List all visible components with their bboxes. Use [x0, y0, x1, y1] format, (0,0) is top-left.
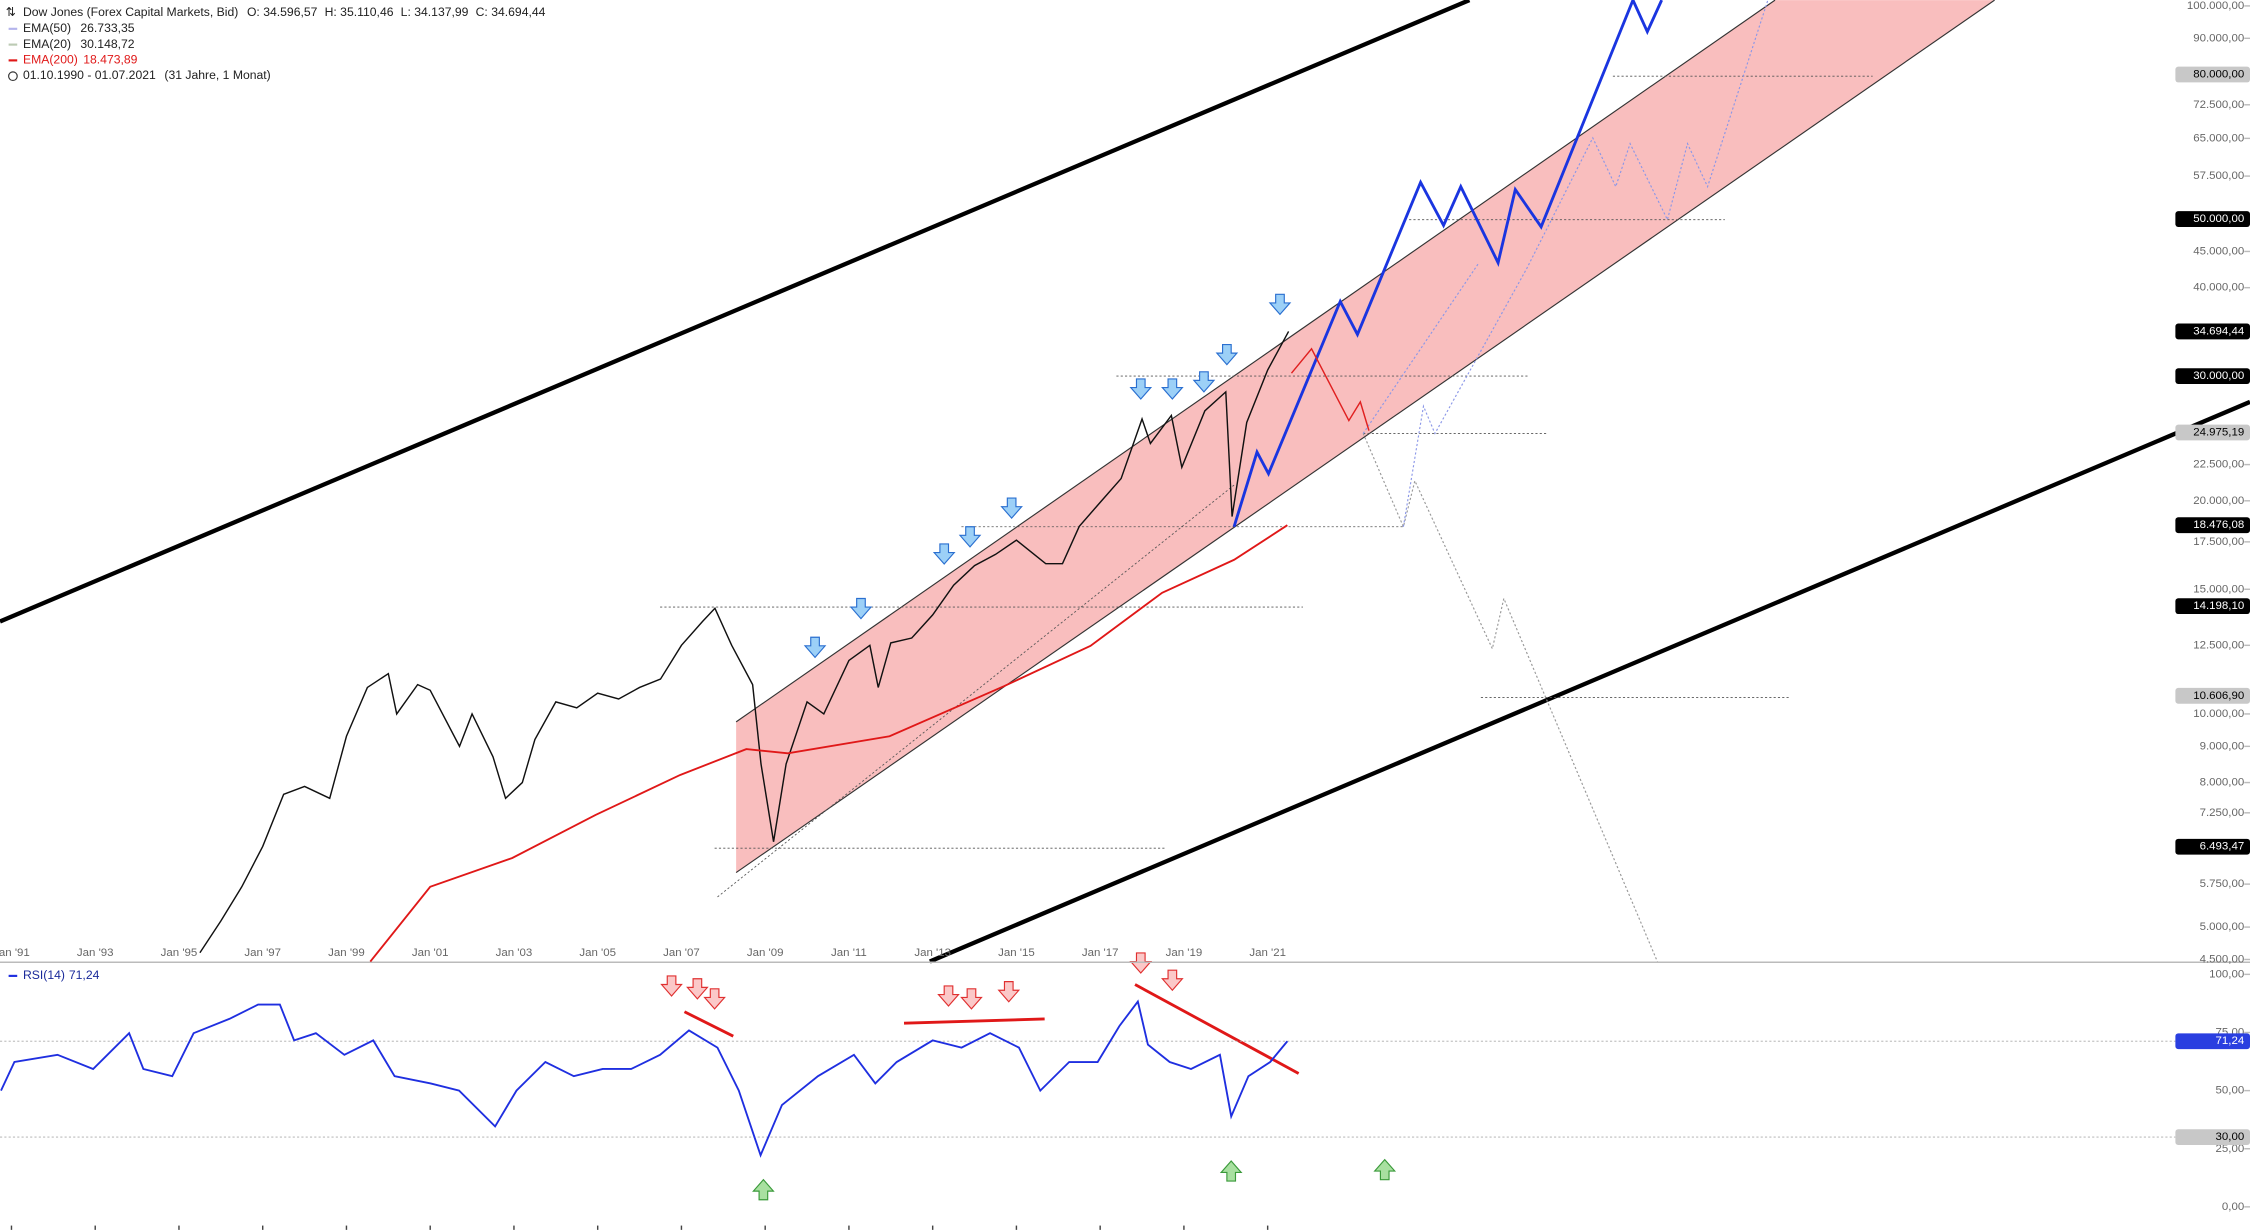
x-tick-label: Jan '13: [914, 947, 951, 959]
header-low: L: 34.137,99: [401, 5, 469, 19]
x-tick-label: Jan '95: [161, 947, 198, 959]
projection-line: [1232, 0, 1663, 528]
level-box: [2175, 1033, 2250, 1050]
header-open: O: 34.596,57: [247, 5, 318, 19]
level-label: 50.000,00: [2193, 213, 2244, 225]
y-tick-label: 90.000,00: [2193, 32, 2244, 44]
level-box: [2175, 517, 2250, 534]
header-period: 01.10.1990 - 01.07.2021: [23, 68, 156, 82]
y-tick-label: 4.500,00: [2200, 954, 2245, 966]
header-period-line: 01.10.1990 - 01.07.2021 (31 Jahre, 1 Mona…: [23, 68, 271, 82]
annotations: [0, 0, 2250, 1201]
projection-line: [1290, 347, 1370, 431]
y-tick-label: 12.500,00: [2193, 639, 2244, 651]
x-tick-label: Jan '93: [77, 947, 114, 959]
series-line: [369, 524, 1288, 963]
legend-name: EMA(50): [23, 21, 71, 35]
x-tick-label: Jan '17: [1082, 947, 1119, 959]
y-tick-label: 45.000,00: [2193, 245, 2244, 257]
y-tick-label: 17.500,00: [2193, 536, 2244, 548]
legend-value: 30.148,72: [80, 37, 134, 51]
x-tick-label: Jan '09: [747, 947, 784, 959]
y-tick-label: 15.000,00: [2193, 583, 2244, 595]
x-tick-label: Jan '01: [412, 947, 449, 959]
x-tick-label: Jan '19: [1166, 947, 1203, 959]
y-tick-label: 100,00: [2209, 968, 2244, 980]
rsi-trend-lines: [683, 983, 1300, 1075]
level-label: 10.606,90: [2193, 690, 2244, 702]
series-line: [0, 999, 1289, 1158]
y-tick-label: 40.000,00: [2193, 282, 2244, 294]
x-tick-label: Jan '07: [663, 947, 700, 959]
level-box: [2175, 323, 2250, 340]
header-line: Dow Jones (Forex Capital Markets, Bid) O:…: [23, 5, 546, 19]
header-high: H: 35.110,46: [325, 5, 394, 19]
level-label: 30.000,00: [2193, 370, 2244, 382]
x-tick-label: Jan '03: [496, 947, 533, 959]
clock-icon: [8, 71, 18, 82]
y-tick-label: 5.000,00: [2200, 921, 2245, 933]
y-tick-label: 100.000,00: [2187, 0, 2244, 12]
y-tick-label: 7.250,00: [2200, 807, 2245, 819]
header-title: Dow Jones (Forex Capital Markets, Bid): [23, 5, 238, 19]
series-line: [199, 331, 1290, 954]
level-label: 6.493,47: [2200, 841, 2245, 853]
x-tick-label: Jan '05: [579, 947, 616, 959]
y-tick-label: 25,00: [2216, 1143, 2245, 1155]
legend-value: 71,24: [69, 968, 100, 982]
y-tick-label: 65.000,00: [2193, 132, 2244, 144]
y-tick-label: 72.500,00: [2193, 99, 2244, 111]
legend-name: RSI(14): [23, 968, 65, 982]
projection-dotted: [1362, 433, 1658, 962]
legend-value: 26.733,35: [80, 21, 134, 35]
y-tick-label: 9.000,00: [2200, 740, 2245, 752]
channel-edge: [735, 0, 1995, 874]
x-tick-label: Jan '97: [244, 947, 281, 959]
level-label: 24.975,19: [2193, 427, 2244, 439]
x-tick-label: Jan '99: [328, 947, 365, 959]
trend-line: [0, 0, 1471, 624]
level-label: 80.000,00: [2193, 69, 2244, 81]
x-tick-label: Jan '21: [1249, 947, 1286, 959]
header-icon: ⇅: [6, 5, 16, 19]
x-tick-label: Jan '91: [0, 947, 30, 959]
level-label: 34.694,44: [2193, 325, 2245, 337]
legend-value: 18.473,89: [83, 53, 137, 67]
level-box: [2175, 1129, 2250, 1146]
header-duration: (31 Jahre, 1 Monat): [164, 68, 270, 82]
y-tick-label: 5.750,00: [2200, 878, 2245, 890]
trend-line: [929, 399, 2250, 964]
legend-name: EMA(200): [23, 53, 78, 67]
level-box: [2175, 368, 2250, 385]
x-tick-label: Jan '11: [831, 947, 867, 959]
y-tick-label: 20.000,00: [2193, 495, 2244, 507]
y-tick-label: 0,00: [2222, 1201, 2244, 1213]
header: ⇅ Dow Jones (Forex Capital Markets, Bid)…: [6, 5, 546, 82]
level-label: 71,24: [2216, 1035, 2245, 1047]
y-tick-label: 10.000,00: [2193, 708, 2244, 720]
level-box: [2175, 838, 2250, 855]
level-box: [2175, 687, 2250, 704]
level-box: [2175, 598, 2250, 615]
y-tick-label: 22.500,00: [2193, 459, 2244, 471]
header-close: C: 34.694,44: [476, 5, 546, 19]
level-label: 18.476,08: [2193, 519, 2244, 531]
level-label: 30,00: [2216, 1131, 2245, 1143]
y-tick-label: 50,00: [2216, 1085, 2245, 1097]
level-box: [2175, 424, 2250, 441]
x-tick-label: Jan '15: [998, 947, 1035, 959]
level-box: [2175, 211, 2250, 227]
level-box: [2175, 66, 2250, 83]
level-label: 14.198,10: [2193, 600, 2244, 612]
channel-edge: [735, 0, 1776, 723]
legend-name: EMA(20): [23, 37, 71, 51]
y-tick-label: 57.500,00: [2193, 170, 2244, 182]
y-tick-label: 8.000,00: [2200, 777, 2245, 789]
